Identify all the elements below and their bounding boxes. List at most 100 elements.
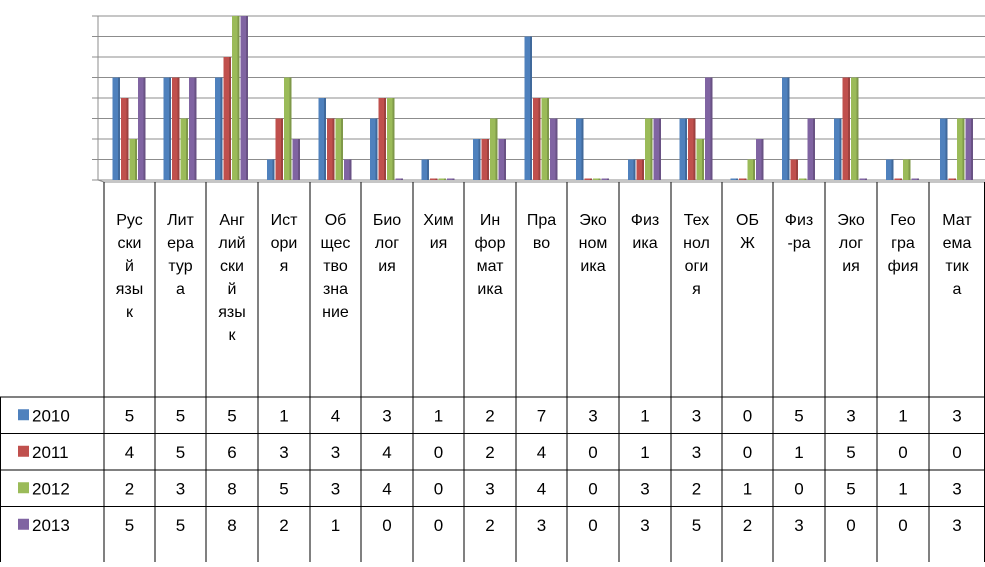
bar-shade (856, 77, 859, 180)
bar-shade (908, 159, 911, 180)
bar (576, 118, 584, 180)
bar-shade (839, 118, 842, 180)
bar-shade (272, 159, 275, 180)
bar-shade (341, 118, 343, 180)
category-label: ия (430, 235, 448, 252)
category-label: лий (218, 235, 245, 252)
bar-shade (452, 178, 455, 180)
bar (851, 77, 859, 180)
bar-shade (702, 139, 704, 180)
bar-shade (281, 118, 283, 180)
data-label: 2 (485, 406, 494, 425)
category-label: оги (685, 258, 709, 275)
bar-shade (954, 178, 956, 180)
bar (696, 139, 704, 180)
data-label: 1 (898, 406, 907, 425)
bar (318, 98, 326, 180)
bar (438, 178, 446, 180)
bar-shade (143, 77, 146, 180)
category-label: язы (116, 281, 144, 298)
bar-shade (753, 159, 755, 180)
bar (790, 159, 798, 180)
category-label: ном (579, 235, 608, 252)
category-label: ние (322, 304, 349, 321)
bar-shade (650, 118, 653, 180)
data-label: 3 (331, 479, 340, 498)
bar-shade (401, 178, 403, 180)
bar (138, 77, 146, 180)
bar-shade (384, 98, 386, 180)
data-label: 3 (485, 479, 494, 498)
data-label: 0 (382, 516, 391, 535)
bar-shade (804, 178, 807, 180)
category-label: ОБ (736, 212, 759, 229)
bar-shade (298, 139, 300, 180)
bar (240, 16, 248, 180)
category-label: тур (168, 258, 192, 275)
category-label: ори (271, 235, 298, 252)
bar (799, 178, 807, 180)
data-label: 5 (125, 406, 134, 425)
bar (284, 77, 292, 180)
bar (395, 178, 403, 180)
bar (957, 118, 965, 180)
bar-shade (962, 118, 965, 180)
category-label: фор (475, 235, 506, 252)
bar-shade (744, 178, 747, 180)
bar-shade (891, 159, 894, 180)
legend-label: 2013 (32, 516, 70, 535)
bar-shade (324, 98, 326, 180)
data-label: 4 (537, 443, 546, 462)
bar-shade (495, 118, 498, 180)
bar (834, 118, 842, 180)
data-label: 2 (485, 516, 494, 535)
data-label: 4 (331, 406, 340, 425)
bar (550, 118, 558, 180)
legend-swatch (18, 482, 29, 494)
bar (965, 118, 973, 180)
data-label: 0 (743, 406, 752, 425)
bar-shade (813, 118, 815, 180)
data-label: 1 (434, 406, 443, 425)
data-label: 3 (588, 406, 597, 425)
bar (645, 118, 653, 180)
bar (628, 159, 636, 180)
bar (886, 159, 894, 180)
bar (782, 77, 790, 180)
category-label: фия (888, 258, 919, 275)
data-label: 3 (279, 443, 288, 462)
category-label: Физ (631, 212, 659, 229)
bar (267, 159, 275, 180)
legend-swatch (18, 409, 29, 421)
bar (447, 178, 455, 180)
data-label: 1 (743, 479, 752, 498)
bar (730, 178, 738, 180)
data-label: 1 (794, 443, 803, 462)
bar-shade (598, 178, 601, 180)
data-label: 1 (331, 516, 340, 535)
bar (524, 36, 532, 180)
data-label: 4 (125, 443, 134, 462)
bar-shade (796, 159, 798, 180)
data-label: 3 (640, 479, 649, 498)
category-label: Хим (423, 212, 454, 229)
category-label: ика (580, 258, 605, 275)
bar-shade (547, 98, 549, 180)
category-label: гра (891, 235, 915, 252)
data-label: 0 (898, 443, 907, 462)
data-label: 0 (588, 479, 597, 498)
data-label: 5 (846, 479, 855, 498)
bar-shade (349, 159, 352, 180)
category-label: й (125, 258, 134, 275)
category-label: Эко (579, 212, 607, 229)
data-label: 1 (640, 443, 649, 462)
data-label: 3 (537, 516, 546, 535)
bar-shade (787, 77, 790, 180)
data-label: 4 (537, 479, 546, 498)
bars (112, 16, 973, 180)
bar (180, 118, 188, 180)
legend-label: 2011 (32, 443, 69, 462)
data-label: 2 (743, 516, 752, 535)
bar-shade (917, 178, 919, 180)
category-label: й (228, 281, 237, 298)
